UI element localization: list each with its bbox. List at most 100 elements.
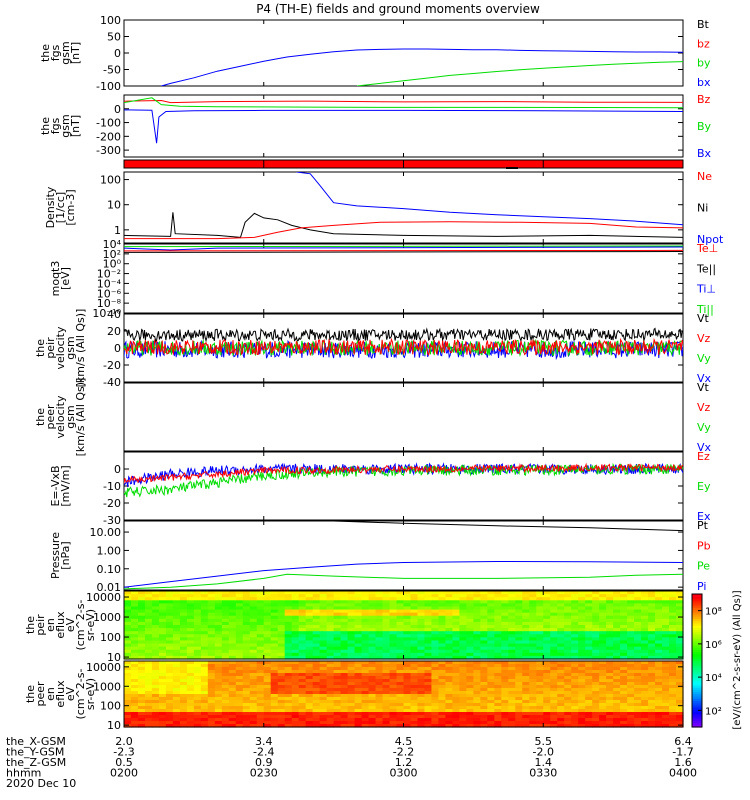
ele_spec-cell [368, 691, 377, 695]
ele_spec-cell [606, 664, 614, 668]
ele_spec-cell [438, 694, 447, 698]
ele_spec-cell [242, 712, 251, 716]
ele_spec-cell [515, 664, 523, 668]
ele_spec-cell [522, 670, 530, 674]
ion_spec-cell [249, 634, 258, 638]
ion_spec-cell [144, 655, 153, 660]
ion_spec-cell [354, 612, 363, 617]
ele_spec-cell [277, 685, 286, 689]
ele_spec-cell [417, 667, 426, 671]
ele_spec-cell [340, 670, 349, 674]
ion_spec-cell [193, 615, 202, 620]
ion_spec-cell [200, 612, 209, 617]
ele_spec-cell [487, 700, 495, 704]
peir-ylabel-line: [km/s (All Qs)] [74, 309, 87, 388]
ele_spec-cell [221, 667, 230, 671]
ele_spec-cell [592, 664, 600, 668]
ion_spec-cell [179, 603, 188, 608]
ion_spec-cell [277, 606, 286, 611]
ion_spec-cell [221, 594, 230, 598]
colorbar-cell [692, 669, 702, 673]
ion_spec-cell [543, 615, 551, 620]
ele_spec-cell [487, 712, 495, 716]
ele_spec-cell [557, 709, 565, 713]
ele_spec-cell [550, 679, 558, 683]
ele_spec-cell [669, 691, 677, 695]
ele_spec-cell [249, 685, 258, 689]
x-tick-label: 0200 [110, 767, 138, 780]
fgs2-ytick-label: 0 [114, 103, 121, 116]
ion_spec-cell [165, 634, 174, 638]
ele_spec-cell [172, 718, 181, 722]
x-tick-label: 4.5 [395, 735, 413, 748]
ion_spec-cell [431, 594, 440, 598]
ele_spec-cell [410, 703, 419, 707]
ion_spec-cell [389, 597, 398, 601]
ele_spec-cell [480, 673, 488, 677]
ele_spec-cell [389, 724, 398, 728]
ion_spec-cell [417, 631, 426, 635]
ele_spec-cell [466, 691, 474, 695]
ion_spec-cell [529, 637, 537, 642]
ion_spec-cell [228, 643, 237, 648]
ion_spec-cell [186, 640, 195, 645]
ele_spec-cell [326, 691, 335, 695]
ion_spec-cell [235, 625, 244, 629]
ele_spec-cell [200, 664, 209, 668]
ion_spec-cell [522, 634, 530, 638]
ele_spec-cell [557, 715, 565, 719]
ele_spec-cell [242, 706, 251, 710]
ele_spec-cell [543, 661, 551, 665]
temp-ylabel-line: moqt3 [49, 261, 62, 297]
ele_spec-cell [347, 706, 356, 710]
ele_spec-cell [382, 709, 391, 713]
ion_spec-cell [221, 643, 230, 648]
ele_spec-cell [158, 694, 167, 698]
ion_spec-cell [431, 591, 440, 595]
ele_spec-cell [298, 694, 307, 698]
ele_spec-cell [144, 679, 153, 683]
ele_spec-cell [648, 718, 656, 722]
ion_spec-cell [424, 652, 433, 657]
ion_spec-cell [564, 637, 572, 642]
ion_spec-cell [557, 643, 565, 648]
ele_spec-cell [515, 724, 523, 728]
ion_spec-cell [158, 646, 167, 651]
ele_spec-cell [445, 700, 454, 704]
ele_spec-cell [277, 664, 286, 668]
ion_spec-cell [424, 631, 433, 635]
ion_spec-cell [277, 615, 286, 620]
ion_spec-cell [585, 594, 593, 598]
ele_spec-cell [207, 664, 216, 668]
ion_spec-cell [501, 646, 509, 651]
ion_spec-cell [648, 597, 656, 601]
ele_spec-cell [501, 715, 509, 719]
ion_spec-cell [291, 606, 300, 611]
ion_spec-cell [494, 625, 502, 629]
ion_spec-cell [333, 628, 342, 632]
ele_spec-cell [613, 679, 621, 683]
ion_spec-cell [305, 625, 314, 629]
ion_spec-cell [235, 615, 244, 620]
ion_spec-cell [627, 603, 635, 608]
ion_spec-cell [438, 600, 447, 604]
ele_spec-cell [473, 682, 481, 686]
colorbar-cell [692, 676, 702, 679]
ele_spec-cell [606, 691, 614, 695]
ele_spec-cell [228, 670, 237, 674]
ion_spec-cell [284, 612, 293, 617]
ele_spec-cell [249, 709, 258, 713]
ion_spec-cell [473, 618, 481, 623]
ion_spec-cell [494, 609, 502, 614]
ion_spec-cell [207, 606, 216, 611]
peir-series-red [124, 337, 683, 357]
ele_spec-cell [242, 667, 251, 671]
ele_spec-cell [249, 691, 258, 695]
ele_spec-cell [124, 667, 132, 671]
ion_spec-cell [494, 621, 502, 626]
ion_spec-cell [529, 625, 537, 629]
ele_spec-cell [536, 679, 544, 683]
ion_spec-cell [151, 625, 160, 629]
ele_spec-cell [137, 664, 146, 668]
ion_spec-cell [235, 646, 244, 651]
